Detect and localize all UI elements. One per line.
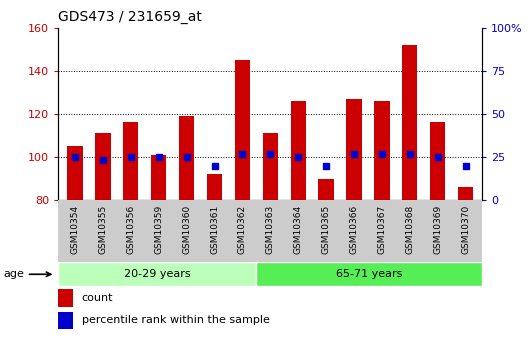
Bar: [290, 101, 306, 200]
Bar: [235, 60, 250, 200]
Text: GSM10360: GSM10360: [182, 205, 191, 254]
Text: GSM10366: GSM10366: [349, 205, 358, 254]
Text: GSM10364: GSM10364: [294, 205, 303, 254]
Bar: [374, 101, 390, 200]
Bar: [257, 262, 482, 286]
Text: 20-29 years: 20-29 years: [124, 269, 191, 279]
Text: 65-71 years: 65-71 years: [336, 269, 402, 279]
Bar: [458, 187, 473, 200]
Bar: [319, 179, 334, 200]
Text: GSM10361: GSM10361: [210, 205, 219, 254]
Bar: [58, 312, 73, 329]
Text: GSM10359: GSM10359: [154, 205, 163, 254]
Text: count: count: [82, 293, 113, 303]
Text: GSM10354: GSM10354: [70, 205, 80, 254]
Text: GSM10367: GSM10367: [377, 205, 386, 254]
Text: GSM10355: GSM10355: [99, 205, 108, 254]
Bar: [346, 99, 361, 200]
Text: GSM10368: GSM10368: [405, 205, 414, 254]
Bar: [67, 146, 83, 200]
Bar: [207, 174, 222, 200]
Text: GSM10370: GSM10370: [461, 205, 470, 254]
Text: GSM10356: GSM10356: [126, 205, 135, 254]
Bar: [402, 45, 418, 200]
Text: GSM10362: GSM10362: [238, 205, 247, 254]
Text: percentile rank within the sample: percentile rank within the sample: [82, 315, 269, 325]
Text: GSM10369: GSM10369: [433, 205, 442, 254]
Bar: [151, 155, 166, 200]
Bar: [58, 289, 73, 307]
Bar: [430, 122, 445, 200]
Bar: [263, 133, 278, 200]
Bar: [58, 262, 257, 286]
Text: GSM10365: GSM10365: [322, 205, 331, 254]
Text: GSM10363: GSM10363: [266, 205, 275, 254]
Bar: [95, 133, 111, 200]
Bar: [179, 116, 195, 200]
Text: GDS473 / 231659_at: GDS473 / 231659_at: [58, 10, 202, 24]
Text: age: age: [3, 269, 51, 279]
Bar: [123, 122, 138, 200]
